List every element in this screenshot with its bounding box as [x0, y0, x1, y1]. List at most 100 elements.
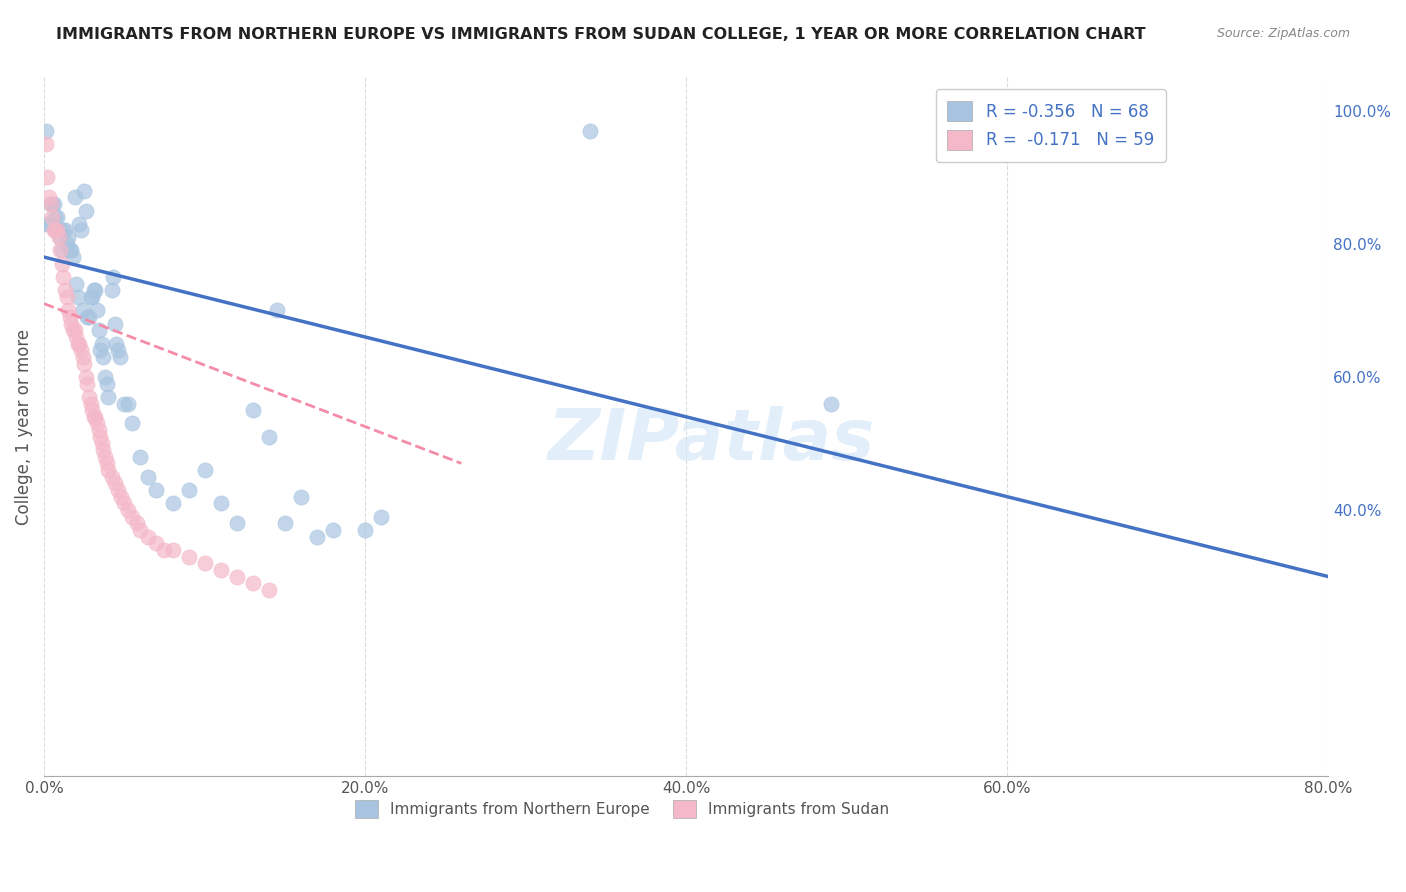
Point [145, 536, 167, 550]
Point [53, 284, 76, 298]
Point [67, 336, 90, 351]
Point [46, 223, 69, 237]
Point [145, 483, 167, 497]
Point [59, 310, 82, 324]
Point [96, 376, 118, 391]
Point [100, 469, 122, 483]
Point [89, 343, 111, 358]
Point [52, 223, 75, 237]
Point [84, 409, 107, 424]
Point [55, 290, 77, 304]
Point [370, 509, 392, 524]
Point [100, 284, 122, 298]
Point [177, 483, 200, 497]
Text: ZIPatlas: ZIPatlas [548, 406, 876, 475]
Point [87, 423, 110, 437]
Point [105, 336, 128, 351]
Point [37, 217, 59, 231]
Point [322, 523, 344, 537]
Point [79, 290, 101, 304]
Point [97, 463, 120, 477]
Point [52, 270, 75, 285]
Point [84, 284, 107, 298]
Point [138, 530, 160, 544]
Point [225, 516, 247, 531]
Text: IMMIGRANTS FROM NORTHERN EUROPE VS IMMIGRANTS FROM SUDAN COLLEGE, 1 YEAR OR MORE: IMMIGRANTS FROM NORTHERN EUROPE VS IMMIG… [56, 27, 1146, 42]
Point [79, 396, 101, 410]
Point [66, 290, 89, 304]
Point [77, 390, 100, 404]
Point [820, 396, 842, 410]
Point [86, 417, 108, 431]
Point [72, 350, 94, 364]
Point [38, 217, 60, 231]
Point [60, 244, 83, 258]
Point [129, 450, 152, 464]
Point [51, 257, 73, 271]
Point [39, 197, 62, 211]
Point [90, 336, 112, 351]
Point [76, 310, 98, 324]
Point [94, 370, 117, 384]
Point [121, 417, 143, 431]
Point [104, 476, 127, 491]
Point [108, 350, 131, 364]
Point [83, 284, 105, 298]
Point [77, 310, 100, 324]
Point [56, 303, 79, 318]
Point [194, 463, 217, 477]
Point [37, 170, 59, 185]
Point [63, 323, 86, 337]
Point [82, 403, 104, 417]
Point [194, 556, 217, 570]
Point [266, 303, 288, 318]
Point [49, 230, 72, 244]
Point [73, 184, 96, 198]
Point [67, 217, 90, 231]
Point [129, 523, 152, 537]
Point [242, 576, 264, 591]
Point [107, 483, 129, 497]
Point [153, 542, 176, 557]
Point [127, 516, 149, 531]
Point [86, 303, 108, 318]
Point [177, 549, 200, 564]
Point [48, 230, 70, 244]
Point [75, 203, 97, 218]
Point [225, 569, 247, 583]
Point [117, 503, 139, 517]
Point [56, 230, 79, 244]
Point [209, 563, 232, 577]
Point [90, 436, 112, 450]
Point [209, 496, 232, 510]
Point [53, 223, 76, 237]
Point [110, 490, 132, 504]
Point [96, 457, 118, 471]
Point [35, 136, 58, 151]
Point [274, 516, 297, 531]
Point [44, 210, 66, 224]
Point [42, 197, 65, 211]
Point [117, 396, 139, 410]
Point [107, 343, 129, 358]
Point [65, 277, 87, 291]
Point [579, 123, 602, 137]
Point [42, 223, 65, 237]
Point [121, 509, 143, 524]
Point [70, 223, 93, 237]
Point [354, 523, 377, 537]
Point [35, 123, 58, 137]
Point [48, 223, 70, 237]
Point [162, 542, 184, 557]
Point [46, 210, 69, 224]
Y-axis label: College, 1 year or more: College, 1 year or more [15, 329, 32, 524]
Point [82, 290, 104, 304]
Point [101, 270, 124, 285]
Point [87, 323, 110, 337]
Text: Source: ZipAtlas.com: Source: ZipAtlas.com [1216, 27, 1350, 40]
Point [72, 303, 94, 318]
Point [93, 443, 115, 458]
Point [44, 223, 66, 237]
Point [305, 530, 328, 544]
Point [51, 244, 73, 258]
